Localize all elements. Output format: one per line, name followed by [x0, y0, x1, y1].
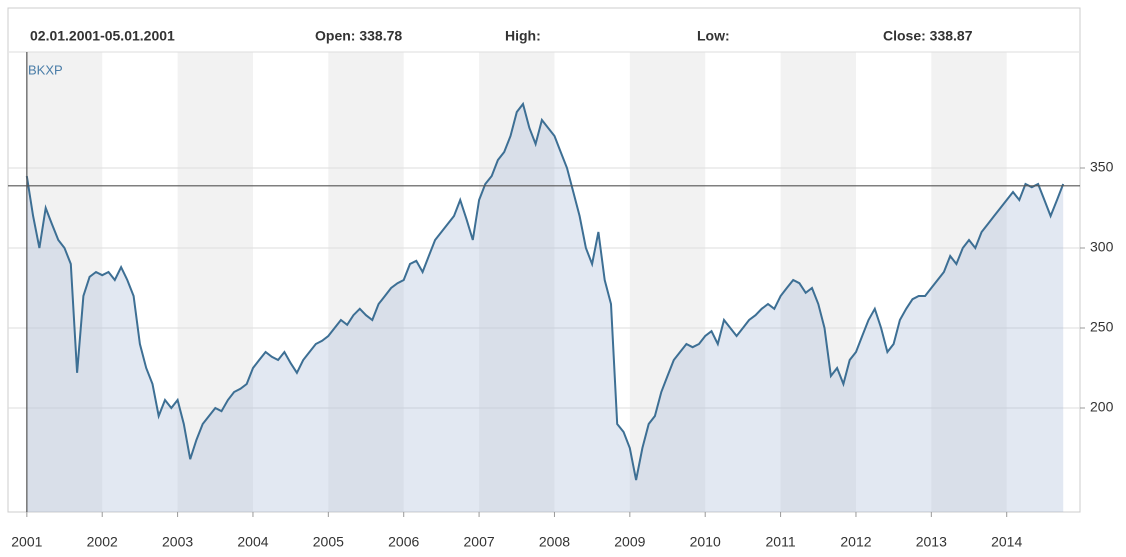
x-tick-label: 2009 [614, 534, 645, 550]
x-tick-label: 2004 [237, 534, 268, 550]
x-tick-label: 2014 [991, 534, 1022, 550]
high-label: High: [505, 28, 541, 44]
year-band [26, 52, 103, 512]
y-tick-label: 250 [1090, 319, 1114, 335]
open-label: Open: 338.78 [315, 28, 402, 44]
year-band [629, 52, 706, 512]
x-tick-label: 2007 [464, 534, 495, 550]
year-band [931, 52, 1007, 512]
x-tick-label: 2001 [11, 534, 42, 550]
x-tick-label: 2013 [916, 534, 947, 550]
x-tick-label: 2005 [313, 534, 344, 550]
y-tick-label: 350 [1090, 159, 1114, 175]
header-bar [9, 20, 1079, 52]
x-tick-label: 2002 [87, 534, 118, 550]
x-tick-label: 2010 [690, 534, 721, 550]
series-name: BKXP [28, 62, 63, 77]
x-tick-label: 2012 [840, 534, 871, 550]
x-tick-label: 2008 [539, 534, 570, 550]
x-tick-label: 2011 [766, 534, 796, 550]
x-tick-label: 2003 [162, 534, 193, 550]
low-label: Low: [697, 28, 730, 44]
y-tick-label: 200 [1090, 399, 1114, 415]
frame [7, 7, 1081, 513]
date-range: 02.01.2001-05.01.2001 [30, 28, 175, 44]
year-band [479, 52, 555, 512]
close-label: Close: 338.87 [883, 28, 973, 44]
line [25, 101, 1065, 481]
year-band [780, 52, 856, 512]
year-band [177, 52, 253, 512]
x-tick-label: 2006 [388, 534, 419, 550]
y-tick-label: 300 [1090, 239, 1114, 255]
area [26, 104, 1064, 512]
year-band [328, 52, 404, 512]
